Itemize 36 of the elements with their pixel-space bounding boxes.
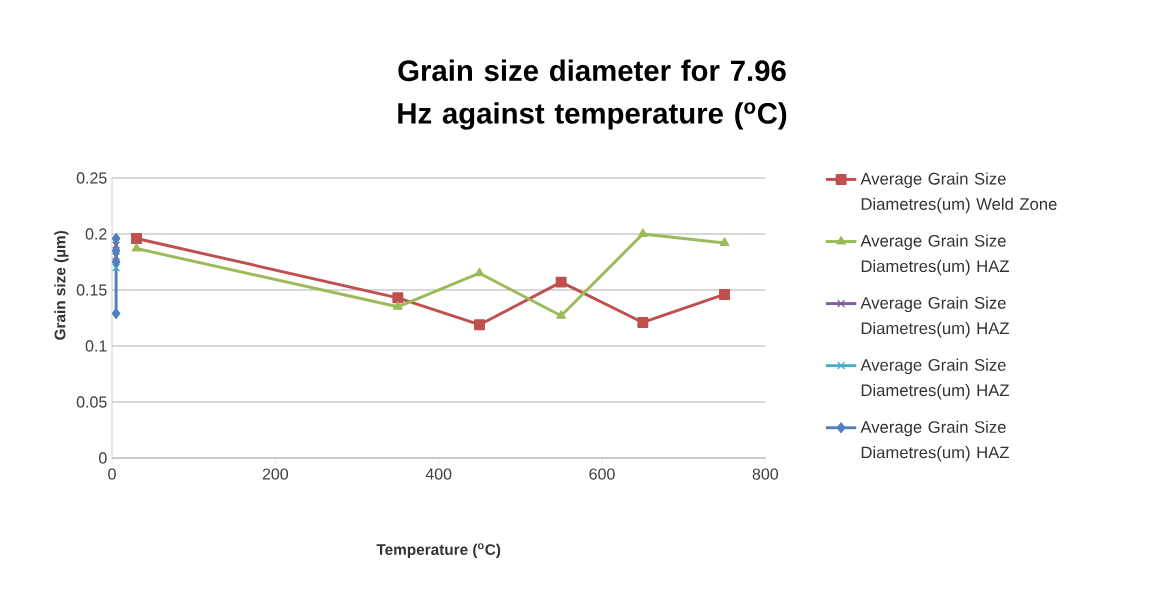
point [131,242,142,252]
y-axis-title: Grain size (µm) [54,230,69,340]
x-tick-label: 800 [752,468,779,480]
point [474,319,485,331]
point [393,301,403,310]
legend-label: Average Grain Size Diametres(um) HAZ [860,296,1009,338]
point [719,288,730,300]
x-tick-label: 200 [262,468,289,480]
point [111,256,121,268]
x-axis-title: Temperature ($^{o}$C) [376,543,501,558]
point [637,316,649,328]
legend-label: Average Grain Size Diametres(um) HAZ [860,420,1009,462]
legend-label: Average Grain Size Diametres(um) HAZ [860,234,1009,276]
y-tick-label: 0.1 [85,340,107,352]
point [555,276,567,288]
chart-title: Grain size diameter for 7.96 Hz against temperature ($^{o}$C) [398,59,787,130]
point [112,252,121,261]
point [131,232,142,244]
x-tick-label: 400 [425,468,452,480]
y-tick-label: 0.15 [76,284,107,296]
point [111,232,121,244]
point [556,310,566,319]
legend-label: Average Grain Size Diametres(um) HAZ [860,358,1009,400]
y-tick-label: 0.2 [85,228,107,240]
y-tick-label: 0 [99,452,107,464]
point [719,237,730,246]
y-tick-label: 0.05 [76,396,107,408]
x-tick-label: 0 [108,468,116,480]
y-tick-label: 0.25 [76,172,107,184]
point [392,292,404,304]
x-tick-label: 600 [589,468,615,480]
point [638,228,648,237]
point [112,263,121,272]
legend-label: Average Grain Size Diametres(um) Weld Zone [860,172,1057,214]
point [112,240,121,250]
point [474,267,485,277]
